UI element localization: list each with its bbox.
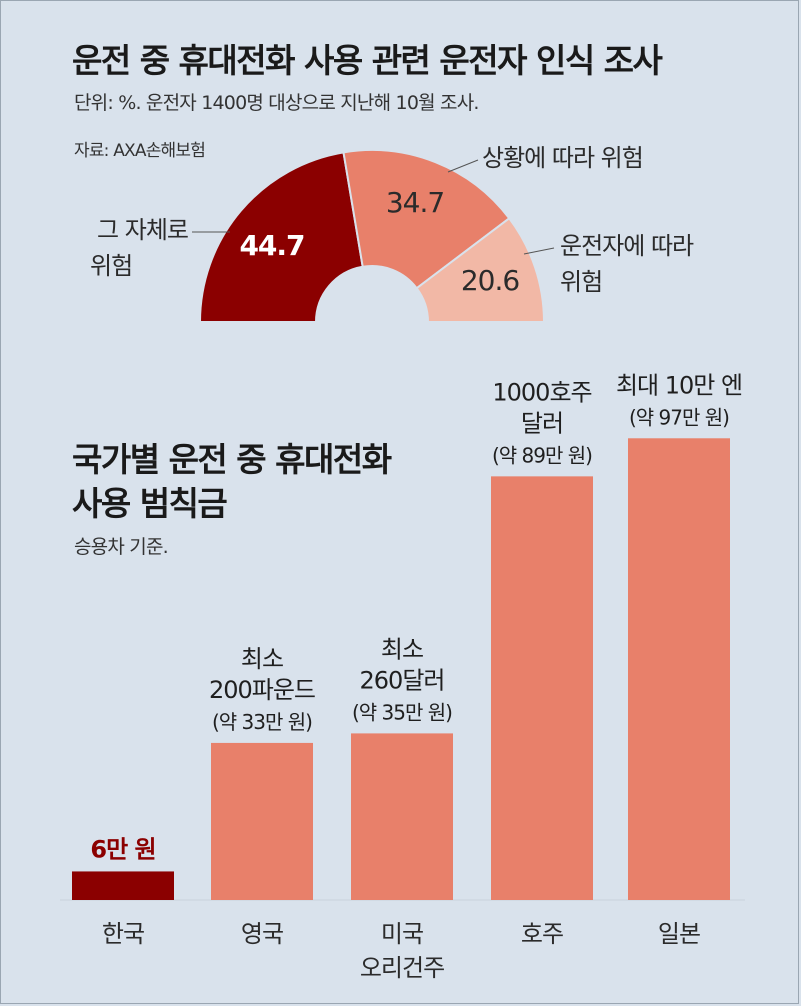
bar-value-label: 260달러 — [360, 666, 445, 694]
donut-slice — [198, 151, 364, 323]
bar-chart-note: 승용차 기준. — [74, 536, 169, 558]
donut-slice — [342, 149, 511, 290]
bar-value-label: 6만 원 — [90, 835, 155, 863]
source-note: 자료: AXA손해보험 — [74, 141, 206, 161]
category-tick-label: 미국 — [381, 920, 423, 948]
slice-category-label: 운전자에 따라 — [560, 232, 694, 260]
bar-value-label: (약 33만 원) — [212, 710, 312, 734]
slice-value-label: 20.6 — [461, 264, 520, 297]
donut-slice — [415, 216, 546, 323]
slice-value-label: 44.7 — [239, 229, 304, 262]
category-tick-label: 일본 — [658, 920, 700, 948]
category-tick-label: 오리건주 — [360, 954, 444, 982]
slice-category-label: 그 자체로 — [97, 216, 188, 244]
bar-value-label: 200파운드 — [209, 676, 315, 704]
bar — [491, 476, 593, 900]
bar-value-label: 최소 — [381, 635, 423, 663]
bar — [351, 733, 453, 900]
page-title: 운전 중 휴대전화 사용 관련 운전자 인식 조사 — [72, 41, 663, 80]
slice-category-label: 상황에 따라 위험 — [482, 144, 643, 172]
bar-value-label: 1000호주 — [492, 378, 591, 406]
category-tick-label: 호주 — [521, 920, 563, 948]
bar-value-label: (약 89만 원) — [492, 443, 592, 467]
category-tick-label: 한국 — [102, 920, 144, 948]
slice-category-label: 위험 — [90, 252, 132, 280]
bar-chart-title-line-2: 사용 범칙금 — [72, 484, 228, 523]
slice-value-label: 34.7 — [386, 186, 444, 219]
bar-value-label: (약 97만 원) — [629, 405, 729, 429]
leader-line — [447, 159, 479, 173]
bar — [211, 742, 313, 900]
page-subtitle: 단위: %. 운전자 1400명 대상으로 지난해 10월 조사. — [74, 92, 479, 114]
bar-value-label: 달러 — [521, 409, 563, 437]
category-tick-label: 영국 — [241, 920, 283, 948]
leader-line — [523, 247, 555, 255]
bar-value-label: 최대 10만 엔 — [616, 371, 742, 399]
bar-chart-title-line-1: 국가별 운전 중 휴대전화 — [72, 440, 392, 479]
bar — [72, 871, 174, 900]
slice-category-label: 위험 — [560, 268, 602, 296]
bar-chart-title: 국가별 운전 중 휴대전화 사용 범칙금 — [72, 438, 392, 526]
bar-value-label: (약 35만 원) — [352, 700, 452, 724]
bar — [628, 438, 730, 900]
bar-value-label: 최소 — [241, 645, 283, 673]
